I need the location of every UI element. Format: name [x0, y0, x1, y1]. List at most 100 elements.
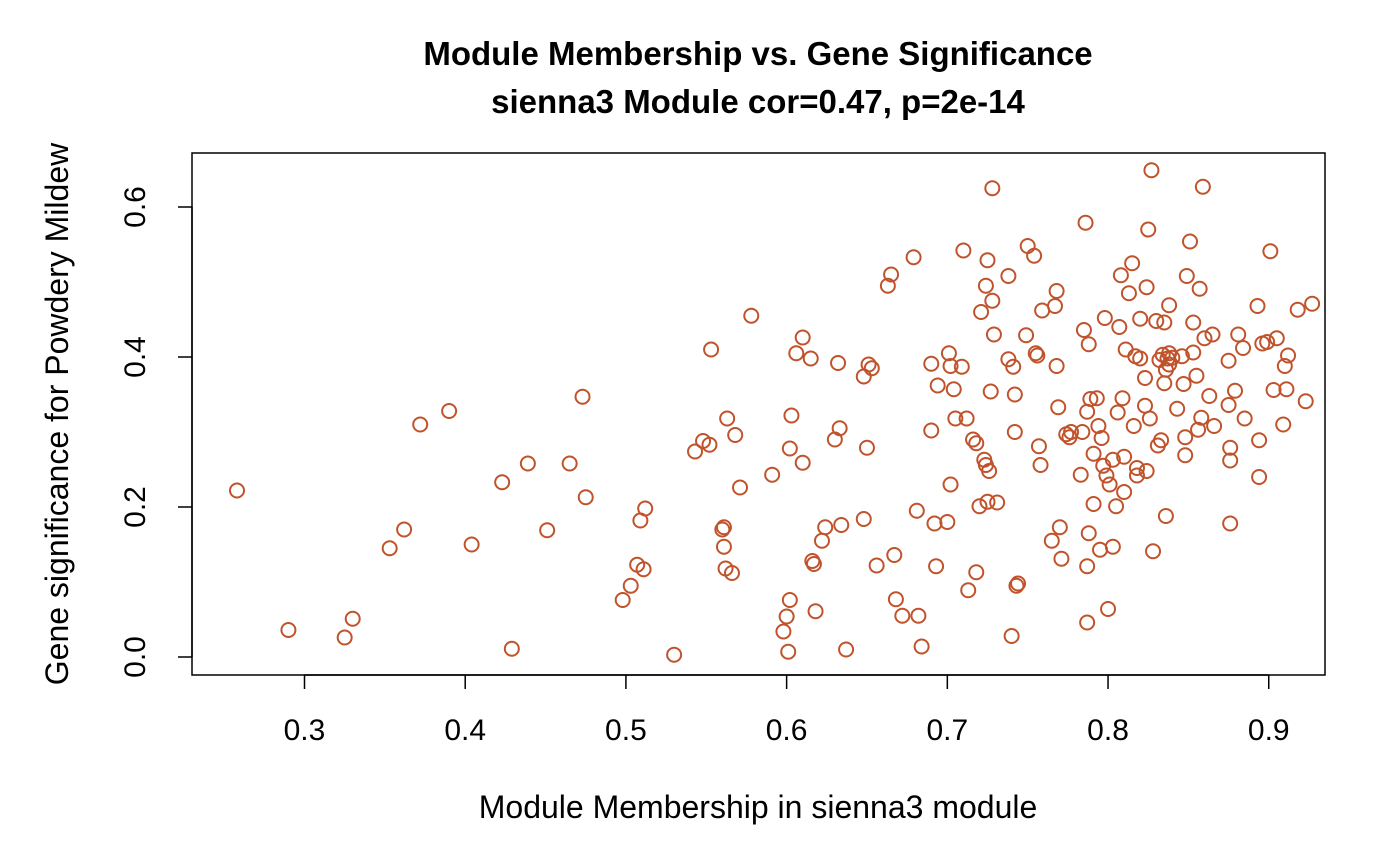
data-point — [781, 440, 798, 457]
data-point — [860, 356, 877, 373]
data-point — [905, 249, 922, 266]
data-point — [805, 556, 822, 572]
data-point — [879, 277, 896, 294]
data-point — [503, 640, 520, 657]
data-point — [982, 383, 999, 400]
data-point — [1079, 614, 1096, 631]
data-point — [783, 407, 800, 424]
data-point — [1161, 297, 1178, 314]
data-point — [979, 493, 996, 510]
data-point — [687, 443, 704, 460]
data-point — [1085, 445, 1102, 462]
data-point — [381, 540, 398, 557]
data-point — [868, 557, 885, 574]
data-point — [715, 538, 732, 555]
data-point — [1206, 418, 1223, 434]
data-point — [463, 536, 480, 553]
data-point — [1080, 336, 1097, 353]
data-point — [1289, 301, 1306, 318]
data-point — [1148, 313, 1165, 329]
data-point — [908, 502, 925, 519]
data-point — [973, 304, 990, 320]
data-point — [1297, 393, 1314, 410]
data-point — [1093, 430, 1110, 446]
data-point — [1108, 498, 1125, 515]
data-point — [1193, 409, 1210, 426]
data-point — [1156, 314, 1173, 331]
data-point — [622, 577, 639, 594]
x-axis-label: Module Membership in sienna3 module — [479, 789, 1038, 825]
data-point — [940, 345, 957, 362]
data-point — [336, 629, 353, 646]
data-point — [1079, 403, 1096, 420]
data-point — [1063, 424, 1080, 440]
data-point — [1026, 247, 1043, 264]
data-point — [1090, 418, 1107, 434]
data-point — [781, 592, 798, 608]
data-point — [1032, 457, 1049, 473]
x-tick-label: 0.9 — [1248, 714, 1290, 747]
data-point — [945, 381, 962, 398]
data-point — [1053, 550, 1070, 567]
data-point — [913, 638, 930, 655]
data-point — [1101, 476, 1118, 493]
data-point — [1114, 390, 1131, 407]
x-tick-label: 0.3 — [284, 714, 326, 747]
data-point — [1196, 330, 1213, 347]
data-point — [977, 277, 994, 294]
y-tick-label: 0.0 — [119, 636, 152, 678]
data-point — [1006, 424, 1023, 440]
data-point — [831, 420, 848, 437]
data-point — [910, 607, 927, 624]
data-point — [981, 463, 998, 479]
data-point — [1235, 340, 1252, 356]
data-point — [1117, 341, 1134, 358]
data-point — [1018, 327, 1035, 344]
data-point — [1096, 310, 1113, 326]
data-point — [1236, 410, 1253, 427]
x-tick-label: 0.5 — [605, 714, 647, 747]
data-point — [1249, 298, 1266, 314]
data-point — [1222, 439, 1239, 456]
data-point — [1145, 543, 1162, 560]
data-point — [1104, 451, 1121, 468]
data-point — [928, 558, 945, 575]
data-point — [1098, 467, 1115, 484]
data-point — [794, 329, 811, 346]
data-point — [344, 610, 361, 627]
data-point — [1222, 515, 1239, 532]
data-point — [1185, 314, 1202, 331]
data-point — [1079, 558, 1096, 575]
data-point — [894, 607, 911, 624]
data-point — [923, 422, 940, 439]
data-point — [1047, 298, 1064, 314]
data-point — [1141, 410, 1158, 427]
data-point — [519, 455, 536, 472]
data-point — [1120, 285, 1137, 302]
data-point — [719, 410, 736, 427]
chart-title: Module Membership vs. Gene Significance — [423, 35, 1092, 72]
data-point — [1048, 283, 1065, 299]
data-point — [958, 410, 975, 427]
data-point — [942, 476, 959, 493]
data-point — [1276, 358, 1293, 374]
data-point — [666, 646, 683, 663]
data-point — [855, 511, 872, 527]
data-point — [947, 410, 964, 427]
data-point — [802, 350, 819, 367]
y-tick-label: 0.2 — [119, 486, 152, 528]
data-point — [1008, 577, 1025, 594]
x-axis: 0.3 0.4 0.5 0.6 0.7 0.8 0.9 — [284, 674, 1290, 747]
data-point — [984, 180, 1001, 197]
data-point — [1157, 508, 1174, 524]
data-point — [830, 355, 847, 371]
data-point — [441, 403, 458, 419]
data-point — [1227, 382, 1244, 399]
data-point — [1268, 330, 1285, 347]
x-tick-label: 0.4 — [444, 714, 486, 747]
data-point — [1116, 448, 1133, 465]
data-point — [701, 436, 718, 453]
data-point — [985, 326, 1002, 343]
data-point — [929, 377, 946, 394]
data-point — [1132, 350, 1149, 367]
